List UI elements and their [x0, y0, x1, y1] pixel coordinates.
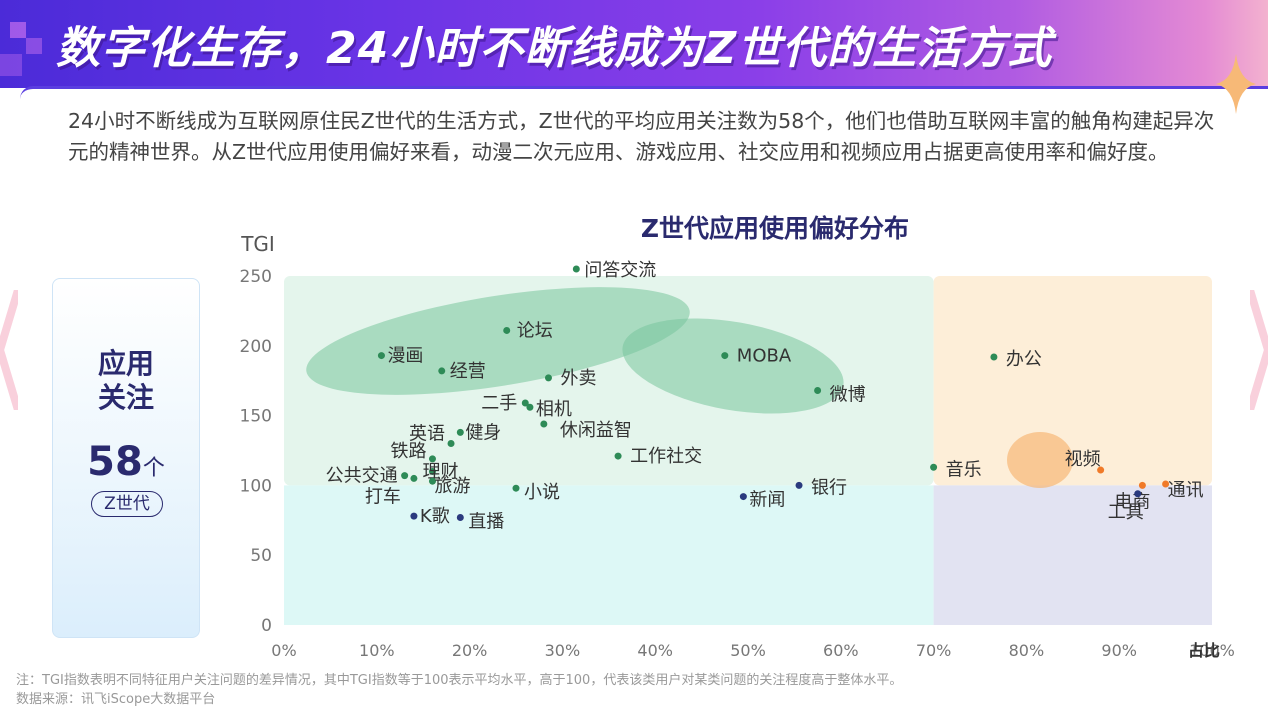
stat-card-title: 应用 关注: [53, 347, 199, 415]
stat-number: 58: [87, 439, 143, 485]
footer-note: 注：TGI指数表明不同特征用户关注问题的差异情况，其中TGI指数等于100表示平…: [16, 673, 903, 688]
decor-chevron-left: [0, 290, 18, 410]
decor-square: [10, 22, 26, 38]
stat-card-title-line2: 关注: [97, 381, 154, 414]
decor-chevron-right: [1250, 290, 1268, 410]
decor-square: [26, 38, 42, 54]
footer-source: 数据来源：讯飞iScope大数据平台: [16, 692, 216, 707]
intro-paragraph: 24小时不断线成为互联网原住民Z世代的生活方式，Z世代的平均应用关注数为58个，…: [68, 109, 1215, 164]
chart-title: Z世代应用使用偏好分布: [640, 214, 910, 243]
sparkle-icon: [1216, 54, 1256, 114]
title-banner: [0, 0, 1268, 88]
stat-card-title-line1: 应用: [97, 347, 154, 380]
panel-border: [20, 86, 1268, 99]
page-title: 数字化生存，24小时不断线成为Z世代的生活方式: [56, 23, 1053, 74]
stat-card: 应用 关注 58个 Z世代: [52, 278, 200, 638]
stat-card-value: 58个: [53, 439, 199, 485]
decor-square: [0, 54, 22, 76]
stat-unit: 个: [142, 456, 165, 481]
stat-card-pill: Z世代: [91, 491, 163, 517]
